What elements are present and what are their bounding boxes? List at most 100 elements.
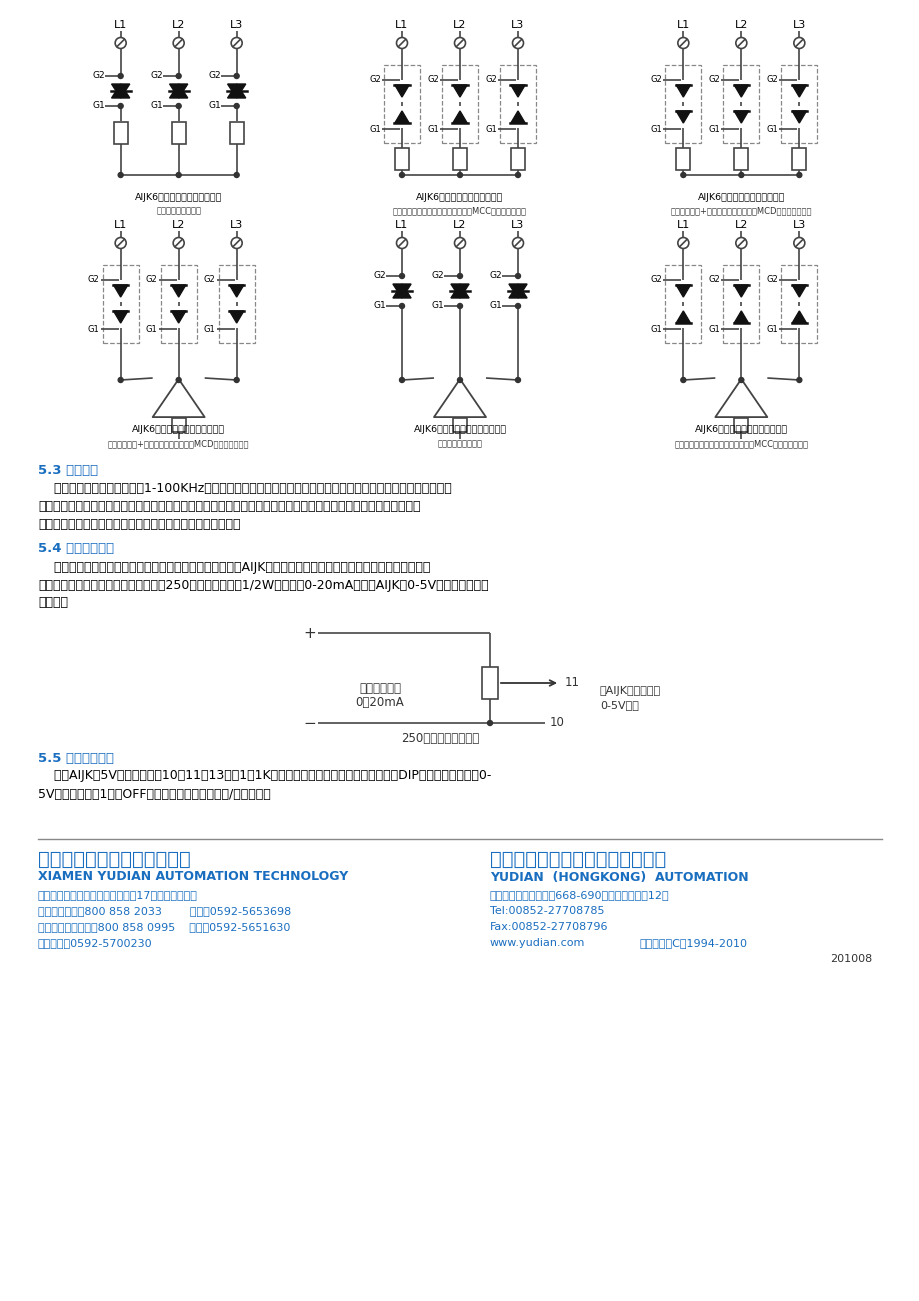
Text: 厦门宇电自动化科技有限公司: 厦门宇电自动化科技有限公司 bbox=[38, 850, 190, 869]
Text: L1: L1 bbox=[676, 220, 689, 230]
Polygon shape bbox=[675, 285, 690, 297]
Polygon shape bbox=[113, 311, 128, 323]
Circle shape bbox=[176, 73, 181, 78]
Circle shape bbox=[118, 104, 123, 108]
Text: XIAMEN YUDIAN AUTOMATION TECHNOLOGY: XIAMEN YUDIAN AUTOMATION TECHNOLOGY bbox=[38, 870, 348, 883]
Circle shape bbox=[399, 273, 404, 278]
Text: G1: G1 bbox=[208, 101, 221, 111]
Bar bbox=[510, 148, 525, 170]
Bar bbox=[103, 265, 139, 343]
Circle shape bbox=[457, 173, 462, 177]
Text: G2: G2 bbox=[87, 276, 99, 285]
Text: 地址：香港九龙上海街668-690号镇海商业大厦12楼: 地址：香港九龙上海街668-690号镇海商业大厦12楼 bbox=[490, 890, 669, 900]
Text: L3: L3 bbox=[230, 220, 243, 230]
Text: G1: G1 bbox=[484, 125, 496, 134]
Circle shape bbox=[796, 377, 801, 382]
Text: L2: L2 bbox=[172, 220, 185, 230]
Circle shape bbox=[118, 377, 123, 382]
Circle shape bbox=[738, 377, 743, 382]
Text: G1: G1 bbox=[650, 125, 662, 134]
Text: G1: G1 bbox=[650, 324, 662, 333]
Text: 地址：厦门市火炬高新区火炬北路17号宇电科技大厦: 地址：厦门市火炬高新区火炬北路17号宇电科技大厦 bbox=[38, 890, 198, 900]
Text: G1: G1 bbox=[766, 125, 777, 134]
Text: 订货免费电话：800 858 2033        电话：0592-5653698: 订货免费电话：800 858 2033 电话：0592-5653698 bbox=[38, 905, 291, 916]
Polygon shape bbox=[229, 311, 244, 323]
Bar bbox=[733, 148, 747, 170]
Text: （双向可控硅电路）: （双向可控硅电路） bbox=[437, 440, 482, 449]
Text: www.yudian.com: www.yudian.com bbox=[490, 938, 584, 948]
Bar bbox=[675, 148, 689, 170]
Bar bbox=[780, 65, 816, 143]
Bar bbox=[722, 65, 758, 143]
Circle shape bbox=[738, 173, 743, 177]
Circle shape bbox=[515, 377, 520, 382]
Text: 棒、硅碳棒等高温电炉，电位器阻值为250欧，功率应大于1/2W，仪表用0-20mA输出，AIJK选0-5V输入（接线图如: 棒、硅碳棒等高温电炉，电位器阻值为250欧，功率应大于1/2W，仪表用0-20m… bbox=[38, 579, 488, 592]
Polygon shape bbox=[450, 284, 469, 298]
Bar bbox=[394, 148, 409, 170]
Circle shape bbox=[515, 173, 520, 177]
Polygon shape bbox=[392, 284, 411, 298]
Text: AIJK6星型三相三线制半控结构: AIJK6星型三相三线制半控结构 bbox=[697, 193, 784, 202]
Bar bbox=[114, 122, 128, 144]
Polygon shape bbox=[675, 111, 690, 124]
Circle shape bbox=[796, 173, 801, 177]
Text: L1: L1 bbox=[676, 20, 689, 30]
Polygon shape bbox=[791, 85, 806, 98]
Text: 5.5 手动功率调节: 5.5 手动功率调节 bbox=[38, 752, 114, 765]
Text: AIJK6三角型三相三线全控制结构: AIJK6三角型三相三线全控制结构 bbox=[413, 425, 506, 435]
Polygon shape bbox=[113, 285, 128, 297]
Text: Fax:00852-27708796: Fax:00852-27708796 bbox=[490, 922, 607, 932]
Bar bbox=[161, 265, 197, 343]
Text: G2: G2 bbox=[650, 75, 662, 85]
Text: G2: G2 bbox=[650, 276, 662, 285]
Text: G2: G2 bbox=[426, 75, 438, 85]
Text: 10: 10 bbox=[550, 717, 564, 730]
Polygon shape bbox=[394, 85, 409, 98]
Bar bbox=[172, 418, 186, 432]
Text: G2: G2 bbox=[766, 75, 777, 85]
Text: G1: G1 bbox=[150, 101, 163, 111]
Bar bbox=[482, 667, 497, 699]
Text: 需要限制输出又不想采用电流反馈形式时，也可在仪表和AIJK之间增加一个电位器来手动限制功率，如用于硅钼: 需要限制输出又不想采用电流反馈形式时，也可在仪表和AIJK之间增加一个电位器来手… bbox=[38, 561, 430, 574]
Circle shape bbox=[118, 73, 123, 78]
Polygon shape bbox=[450, 284, 469, 298]
Text: L2: L2 bbox=[734, 220, 747, 230]
Bar bbox=[383, 65, 420, 143]
Text: G2: G2 bbox=[708, 276, 720, 285]
Text: L1: L1 bbox=[395, 20, 408, 30]
Polygon shape bbox=[791, 285, 806, 297]
Polygon shape bbox=[452, 85, 467, 98]
Text: G2: G2 bbox=[204, 276, 215, 285]
Text: G2: G2 bbox=[369, 75, 380, 85]
Text: AIJK6三角型三相三线制半控结构: AIJK6三角型三相三线制半控结构 bbox=[132, 425, 225, 435]
Circle shape bbox=[680, 377, 685, 382]
Text: G2: G2 bbox=[431, 272, 444, 281]
Text: （单向可控硅+二极管电路，推荐采用MCD系列功率模块）: （单向可控硅+二极管电路，推荐采用MCD系列功率模块） bbox=[108, 440, 249, 449]
Text: AIJK6星型三相三线全控制结构: AIJK6星型三相三线全控制结构 bbox=[135, 193, 222, 202]
Text: G1: G1 bbox=[92, 101, 105, 111]
Text: 宇电（香港）自动化科技有限公司: 宇电（香港）自动化科技有限公司 bbox=[490, 850, 665, 869]
Bar bbox=[791, 148, 805, 170]
Text: 5.4 手动功率限制: 5.4 手动功率限制 bbox=[38, 543, 114, 556]
Text: 由于移相触发会带来较强的1-100KHz频率范围的干扰，移相触发器应安装在离可控硅较近的位置，但应与动力线: 由于移相触发会带来较强的1-100KHz频率范围的干扰，移相触发器应安装在离可控… bbox=[38, 481, 451, 494]
Circle shape bbox=[457, 377, 462, 382]
Text: G1: G1 bbox=[145, 324, 157, 333]
Text: L1: L1 bbox=[395, 220, 408, 230]
Text: G2: G2 bbox=[150, 72, 163, 81]
Text: AIJK6星型三相三线全控制结构: AIJK6星型三相三线全控制结构 bbox=[416, 193, 503, 202]
Polygon shape bbox=[169, 85, 187, 98]
Bar bbox=[664, 265, 700, 343]
Text: 版权所有（C）1994-2010: 版权所有（C）1994-2010 bbox=[640, 938, 747, 948]
Text: L3: L3 bbox=[511, 20, 524, 30]
Polygon shape bbox=[791, 111, 806, 124]
Text: G1: G1 bbox=[431, 302, 444, 311]
Bar bbox=[733, 418, 747, 432]
Text: L2: L2 bbox=[453, 20, 466, 30]
Bar bbox=[230, 122, 244, 144]
Bar bbox=[441, 65, 478, 143]
Polygon shape bbox=[394, 111, 409, 124]
Circle shape bbox=[680, 173, 685, 177]
Text: G2: G2 bbox=[373, 272, 386, 281]
Circle shape bbox=[234, 73, 239, 78]
Text: G1: G1 bbox=[489, 302, 502, 311]
